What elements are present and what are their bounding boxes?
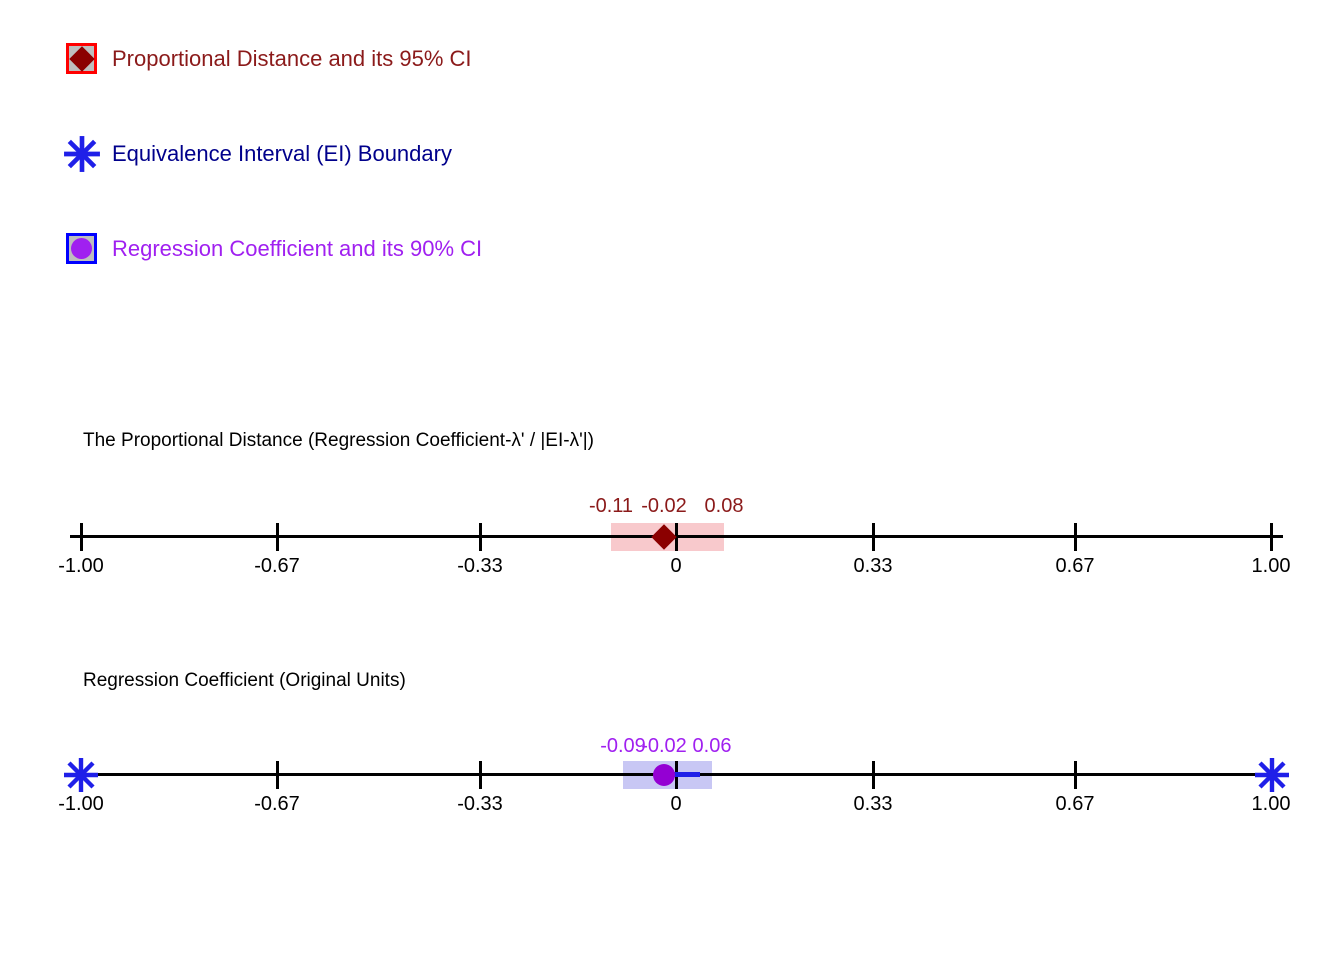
axis-tick: [80, 523, 83, 551]
ei-boundary-right-asterisk-icon: [1255, 758, 1289, 792]
tick-label: -1.00: [58, 555, 104, 577]
ci-blue-segment: [659, 772, 700, 777]
axis-tick: [872, 523, 875, 551]
ci-lower-label: -0.09: [600, 735, 646, 757]
legend-item-proportional-distance: Proportional Distance and its 95% CI: [112, 46, 472, 71]
axis-tick: [479, 523, 482, 551]
regression-coefficient-estimate-circle-icon: [653, 764, 675, 786]
regression-coefficient-marker-icon: [66, 233, 97, 264]
axis-tick: [479, 761, 482, 789]
ci-upper-label: 0.06: [692, 735, 732, 757]
circle-icon: [71, 238, 92, 259]
axis-tick: [872, 761, 875, 789]
tick-label: -1.00: [58, 793, 104, 815]
legend-item-regression-coefficient: Regression Coefficient and its 90% CI: [112, 236, 483, 261]
axis-tick: [276, 523, 279, 551]
tick-label: 0.67: [1055, 555, 1095, 577]
tick-label: 1.00: [1251, 555, 1291, 577]
axis-tick: [1270, 523, 1273, 551]
tick-label: 0: [670, 555, 682, 577]
ci-lower-label: -0.11: [588, 495, 634, 517]
tick-label: -0.67: [254, 793, 300, 815]
tick-label: -0.67: [254, 555, 300, 577]
ei-boundary-left-asterisk-icon: [64, 758, 98, 792]
diamond-icon: [68, 45, 95, 72]
estimate-label: -0.02: [641, 735, 687, 757]
axis-tick: [276, 761, 279, 789]
plot-title: The Proportional Distance (Regression Co…: [83, 430, 594, 451]
axis-tick: [1074, 523, 1077, 551]
tick-label: 0.67: [1055, 793, 1095, 815]
tick-label: 0.33: [853, 555, 893, 577]
tick-label: -0.33: [457, 793, 503, 815]
tick-label: 0: [670, 793, 682, 815]
tick-label: 0.33: [853, 793, 893, 815]
tick-label: 1.00: [1251, 793, 1291, 815]
asterisk-icon: [64, 136, 100, 172]
estimate-label: -0.02: [641, 495, 687, 517]
axis-tick: [1074, 761, 1077, 789]
tick-label: -0.33: [457, 555, 503, 577]
proportional-distance-marker-icon: [66, 43, 97, 74]
legend-item-ei-boundary: Equivalence Interval (EI) Boundary: [112, 141, 452, 166]
plot-title: Regression Coefficient (Original Units): [83, 670, 406, 691]
ci-upper-label: 0.08: [704, 495, 744, 517]
